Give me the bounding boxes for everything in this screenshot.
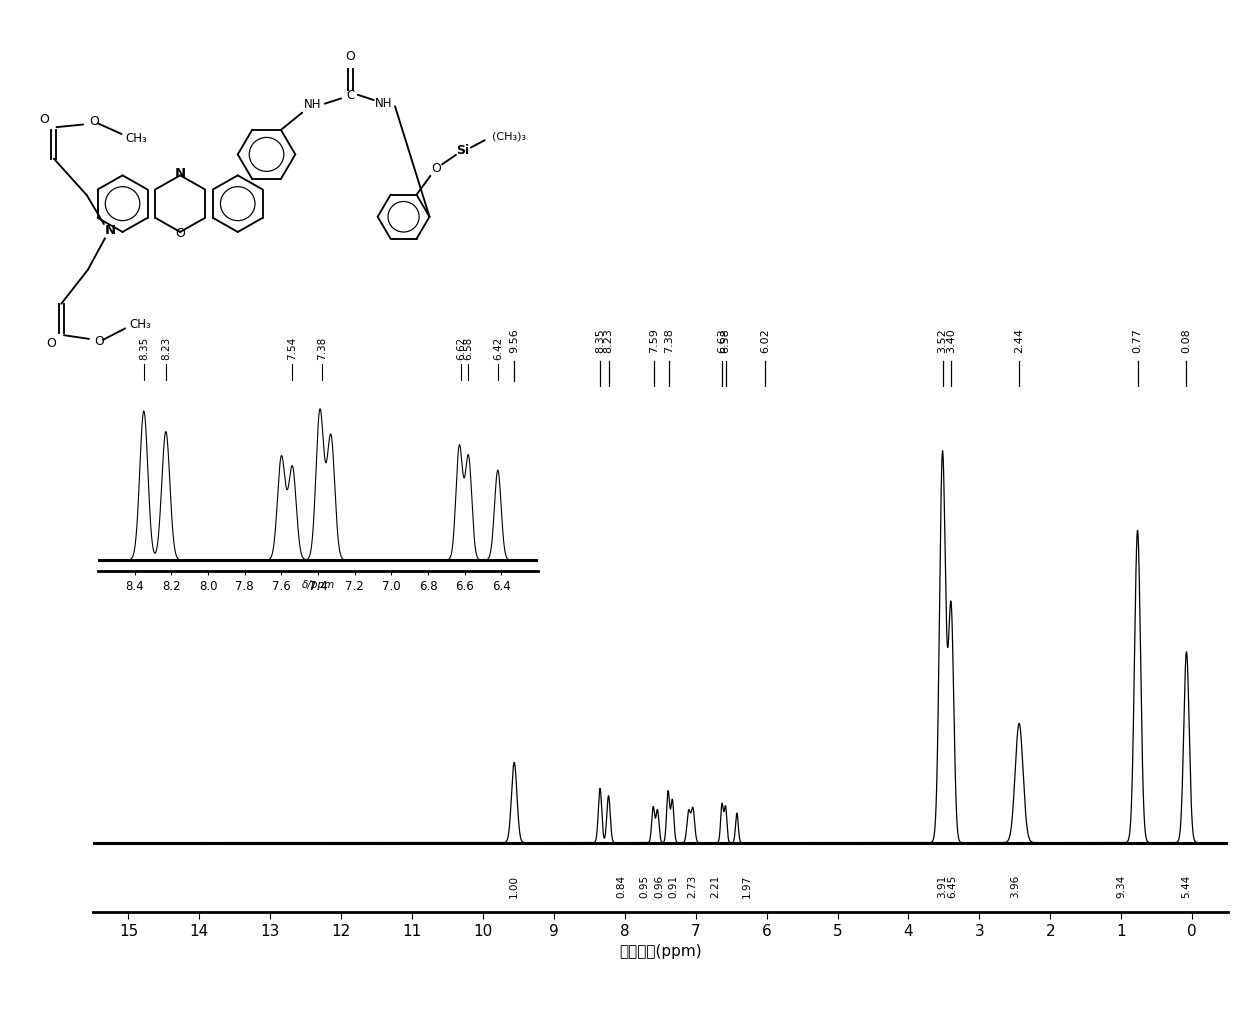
X-axis label: 化学位移(ppm): 化学位移(ppm) xyxy=(619,945,702,959)
Text: 9.56: 9.56 xyxy=(510,328,520,353)
Text: NH: NH xyxy=(374,97,392,110)
Text: 7.59: 7.59 xyxy=(649,328,658,353)
Text: 0.95: 0.95 xyxy=(640,875,650,899)
Text: 0.77: 0.77 xyxy=(1132,328,1142,353)
Text: 7.38: 7.38 xyxy=(663,328,673,353)
Text: 1.00: 1.00 xyxy=(510,875,520,898)
Text: 6.45: 6.45 xyxy=(947,875,957,899)
Text: 8.35: 8.35 xyxy=(595,328,605,353)
Text: (CH₃)₃: (CH₃)₃ xyxy=(492,131,526,141)
Text: O: O xyxy=(47,336,57,350)
Text: 0.84: 0.84 xyxy=(616,875,626,899)
Text: 2.73: 2.73 xyxy=(687,875,697,899)
Text: NH: NH xyxy=(304,98,321,111)
Text: 6.58: 6.58 xyxy=(720,328,730,353)
Text: 3.91: 3.91 xyxy=(937,875,947,899)
Text: O: O xyxy=(94,335,104,347)
Text: 6.42: 6.42 xyxy=(492,337,502,361)
Text: 3.40: 3.40 xyxy=(946,328,956,353)
Text: 6.02: 6.02 xyxy=(760,328,770,353)
Text: 0.91: 0.91 xyxy=(668,875,678,899)
Text: C: C xyxy=(346,90,355,102)
Text: O: O xyxy=(430,162,440,175)
Text: 7.38: 7.38 xyxy=(316,337,326,361)
Text: 8.23: 8.23 xyxy=(161,337,171,361)
Text: 7.54: 7.54 xyxy=(288,337,298,361)
Text: 0.96: 0.96 xyxy=(653,875,663,899)
Text: O: O xyxy=(40,112,50,125)
Text: 0.08: 0.08 xyxy=(1182,328,1192,353)
Text: 6.58: 6.58 xyxy=(464,337,474,361)
Text: 9.34: 9.34 xyxy=(1116,875,1126,899)
Text: 3.96: 3.96 xyxy=(1009,875,1019,899)
Text: 1.97: 1.97 xyxy=(742,875,751,899)
Text: O: O xyxy=(89,115,99,128)
Text: 5.44: 5.44 xyxy=(1182,875,1192,899)
Text: 6.62: 6.62 xyxy=(456,337,466,361)
Text: 8.23: 8.23 xyxy=(604,328,614,353)
Text: CH₃: CH₃ xyxy=(125,131,148,145)
Text: δ/ppm: δ/ppm xyxy=(301,581,335,590)
Text: N: N xyxy=(175,167,186,180)
Text: 2.44: 2.44 xyxy=(1014,328,1024,353)
Text: Si: Si xyxy=(456,144,469,157)
Text: 8.35: 8.35 xyxy=(139,337,149,361)
Text: 2.21: 2.21 xyxy=(711,875,720,899)
Text: N: N xyxy=(104,224,115,236)
Text: O: O xyxy=(175,227,185,240)
Text: CH₃: CH₃ xyxy=(129,318,151,331)
Text: 6.63: 6.63 xyxy=(717,328,727,353)
Text: O: O xyxy=(345,50,355,63)
Text: 3.52: 3.52 xyxy=(937,328,947,353)
